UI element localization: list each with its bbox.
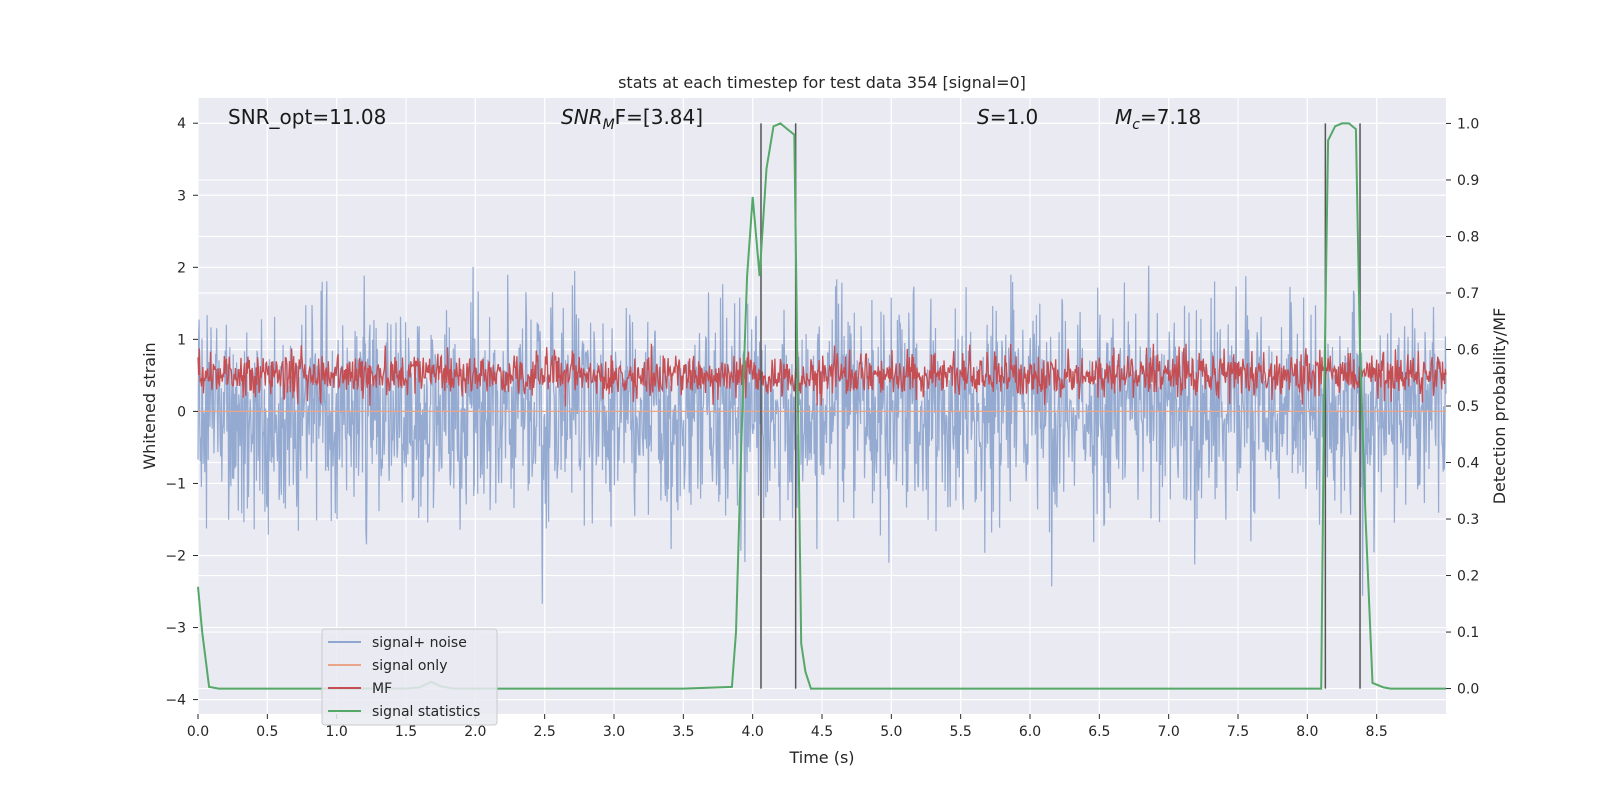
series-signal-noise — [197, 265, 1447, 604]
x-tick-label: 8.0 — [1296, 724, 1318, 740]
x-tick-label: 5.5 — [950, 724, 972, 740]
legend-label-signal-noise: signal+ noise — [372, 635, 467, 651]
y-right-tick-label: 0.5 — [1457, 399, 1479, 415]
x-tick-label: 8.5 — [1366, 724, 1388, 740]
annotation-mc-sub: c — [1132, 117, 1140, 133]
x-tick-label: 7.5 — [1227, 724, 1249, 740]
annotation-mc-rest: =7.18 — [1140, 105, 1201, 129]
x-axis-ticks: 0.0 0.5 1.0 1.5 2.0 2.5 3.0 3.5 4.0 4.5 5.0 5.5 6.0 6… — [187, 714, 1388, 740]
legend-label-mf: MF — [372, 681, 392, 697]
y-axis-left-label: Whitened strain — [140, 342, 159, 469]
plot-layer — [197, 122, 1447, 690]
annotation-snr-opt: SNR_opt=11.08 — [228, 105, 386, 129]
x-axis-label: Time (s) — [788, 748, 854, 767]
x-tick-label: 7.0 — [1158, 724, 1180, 740]
y-left-tick-label: −2 — [165, 548, 186, 564]
y-left-tick-label: 0 — [177, 404, 186, 420]
y-left-tick-label: 2 — [177, 260, 186, 276]
y-left-tick-label: −4 — [165, 693, 186, 709]
annotation-mc-main: M — [1115, 105, 1132, 129]
y-axis-left-ticks: −4 −3 −2 −1 0 1 2 3 4 — [165, 116, 198, 709]
y-right-tick-label: 0.9 — [1457, 173, 1479, 189]
y-left-tick-label: 1 — [177, 332, 186, 348]
y-right-tick-label: 0.7 — [1457, 286, 1479, 302]
x-tick-label: 2.0 — [464, 724, 486, 740]
annotation-snr-mf-rest: F=[3.84] — [615, 105, 703, 129]
annotation-snr-mf-sub: M — [603, 117, 615, 133]
annotation-s-rest: =1.0 — [990, 105, 1039, 129]
y-right-tick-label: 1.0 — [1457, 116, 1479, 132]
annotation-snr-mf-main: SNR — [561, 105, 603, 129]
chart-title: stats at each timestep for test data 354… — [618, 73, 1026, 92]
y-right-tick-label: 0.3 — [1457, 512, 1479, 528]
y-right-tick-label: 0.1 — [1457, 625, 1479, 641]
series-mf — [197, 343, 1447, 407]
y-right-tick-label: 0.4 — [1457, 456, 1479, 472]
x-tick-label: 4.0 — [742, 724, 764, 740]
annotation-mc: Mc=7.18 — [1115, 105, 1201, 133]
legend: signal+ noise signal only MF signal stat… — [321, 628, 498, 726]
annotation-s-main: S — [977, 105, 990, 129]
annotation-snr-mf: SNRMF=[3.84] — [561, 105, 703, 133]
x-tick-label: 6.0 — [1019, 724, 1041, 740]
x-tick-label: 5.0 — [880, 724, 902, 740]
y-right-tick-label: 0.0 — [1457, 682, 1479, 698]
y-right-tick-label: 0.6 — [1457, 342, 1479, 358]
x-tick-label: 3.0 — [603, 724, 625, 740]
y-left-tick-label: 4 — [177, 116, 186, 132]
y-left-tick-label: 3 — [177, 188, 186, 204]
x-tick-label: 1.0 — [326, 724, 348, 740]
x-tick-label: 2.5 — [534, 724, 556, 740]
y-left-tick-label: −1 — [165, 476, 186, 492]
x-tick-label: 3.5 — [672, 724, 694, 740]
legend-box — [321, 628, 498, 726]
y-axis-right-label: Detection probability/MF — [1490, 308, 1509, 505]
x-tick-label: 6.5 — [1088, 724, 1110, 740]
y-left-tick-label: −3 — [165, 621, 186, 637]
x-tick-label: 0.0 — [187, 724, 209, 740]
y-right-tick-label: 0.8 — [1457, 229, 1479, 245]
legend-label-signal-statistics: signal statistics — [372, 704, 480, 720]
legend-label-signal-only: signal only — [372, 658, 447, 674]
x-tick-label: 4.5 — [811, 724, 833, 740]
x-tick-label: 1.5 — [395, 724, 417, 740]
annotation-s: S=1.0 — [977, 105, 1038, 129]
y-axis-right-ticks: 0.0 0.1 0.2 0.3 0.4 0.5 0.6 0.7 0.8 0.9 1.0 — [1446, 116, 1479, 698]
y-right-tick-label: 0.2 — [1457, 569, 1479, 585]
x-tick-label: 0.5 — [256, 724, 278, 740]
